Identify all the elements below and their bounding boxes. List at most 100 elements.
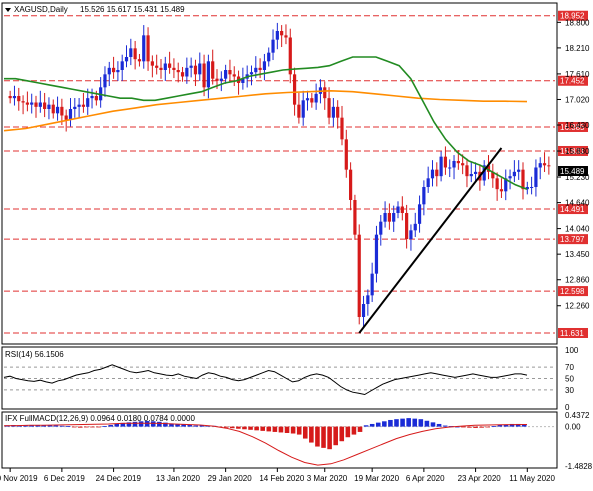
macd-title: IFX FullMACD(12,26,9) 0.0964 0.0180 0.07…: [5, 414, 195, 423]
macd-histogram-bar: [59, 425, 65, 427]
bull-candle: [409, 230, 413, 239]
macd-histogram-bar: [400, 418, 405, 427]
macd-histogram-bar: [108, 425, 113, 427]
bear-candle: [491, 171, 495, 179]
price-y-tick-label: 12.860: [565, 276, 590, 285]
macd-histogram-bar: [150, 421, 156, 427]
bear-candle: [486, 165, 491, 172]
bull-candle: [107, 67, 111, 75]
sma-slow-line: [3, 89, 528, 132]
price-y-tick-label: 13.450: [565, 250, 590, 259]
macd-histogram-bar: [272, 426, 278, 432]
current-price-tag-bg: [558, 166, 588, 176]
price-y-tick-label: 17.610: [565, 70, 590, 79]
x-tick-label: 3 Mar 2020: [307, 474, 348, 483]
bear-candle: [340, 117, 344, 140]
macd-histogram-bar: [102, 426, 107, 427]
x-tick-label: 6 Dec 2019: [44, 474, 85, 483]
macd-histogram-bar: [363, 425, 369, 427]
macd-histogram-bar: [65, 426, 71, 427]
bull-candle: [361, 304, 366, 317]
price-y-tick-label: 12.260: [565, 302, 590, 311]
bear-candle: [228, 70, 232, 75]
macd-histogram-bar: [369, 423, 375, 427]
rsi-y-tick-label: 100: [565, 346, 579, 355]
macd-histogram-bar: [157, 421, 162, 427]
macd-histogram-bar: [290, 426, 296, 434]
macd-y-tick-label: 0.00: [565, 423, 581, 432]
price-panel-frame: [1, 2, 558, 345]
bull-candle: [120, 61, 124, 70]
bear-candle: [456, 161, 460, 164]
bull-candle: [370, 273, 374, 296]
bull-candle: [163, 63, 167, 70]
bull-candle: [55, 106, 60, 114]
macd-panel-frame: [1, 411, 558, 469]
bull-candle: [116, 70, 120, 73]
macd-histogram-bar: [309, 426, 314, 443]
rsi-y-tick-label: 0: [565, 403, 570, 412]
macd-histogram-bar: [175, 423, 180, 427]
bull-candle: [73, 106, 77, 109]
bull-candle: [366, 295, 370, 304]
rsi-title: RSI(14) 56.1506: [5, 350, 64, 359]
macd-histogram-bar: [223, 426, 229, 428]
macd-signal-line: [3, 422, 528, 466]
macd-histogram-bar: [84, 426, 89, 428]
macd-histogram-bar: [181, 424, 186, 427]
level-tag-bg: [558, 145, 588, 156]
bull-candle: [426, 178, 430, 187]
price-y-tick-label: 18.210: [565, 44, 590, 53]
macd-histogram-bar: [473, 426, 478, 428]
level-tag-bg: [558, 286, 588, 297]
symbol-label: XAGUSD,Daily: [14, 5, 68, 14]
rsi-y-tick-label: 70: [565, 363, 574, 372]
macd-histogram-bar: [521, 424, 527, 427]
x-tick-label: 11 May 2020: [509, 474, 555, 483]
macd-histogram-bar: [260, 426, 265, 431]
macd-histogram-bar: [503, 424, 509, 427]
price-y-tick-label: 16.430: [565, 121, 590, 130]
x-tick-label: 23 Apr 2020: [458, 474, 502, 483]
bear-candle: [133, 48, 137, 60]
bull-candle: [396, 206, 400, 213]
bear-candle: [137, 59, 142, 62]
bear-candle: [172, 67, 176, 70]
x-tick-label: 29 Jan 2020: [208, 474, 253, 483]
triangle-down-icon[interactable]: [5, 8, 11, 12]
macd-histogram-bar: [430, 422, 436, 427]
bear-candle: [542, 163, 547, 166]
macd-histogram-bar: [242, 426, 247, 430]
bull-candle: [448, 167, 452, 169]
bull-candle: [267, 52, 271, 62]
level-tag-bg: [558, 204, 588, 215]
macd-histogram-bar: [515, 423, 521, 427]
bear-candle: [292, 74, 297, 105]
price-y-tick-label: 17.020: [565, 95, 590, 104]
bear-candle: [349, 169, 353, 200]
macd-histogram-bar: [333, 426, 338, 446]
bull-candle: [129, 48, 133, 57]
bull-candle: [185, 67, 189, 77]
bear-candle: [280, 31, 284, 36]
x-tick-label: 20 Nov 2019: [0, 474, 38, 483]
bull-candle: [271, 39, 275, 53]
level-tag-bg: [558, 327, 588, 338]
rsi-y-tick-label: 50: [565, 375, 574, 384]
macd-histogram-bar: [169, 423, 174, 427]
bull-candle: [374, 234, 379, 274]
bear-candle: [336, 106, 340, 118]
bear-candle: [176, 70, 180, 73]
macd-histogram-bar: [23, 425, 28, 427]
price-y-tick-label: 15.830: [565, 147, 590, 156]
bear-candle: [180, 72, 185, 77]
macd-histogram-bar: [406, 418, 411, 427]
macd-histogram-bar: [163, 422, 168, 427]
bear-candle: [258, 67, 262, 70]
macd-histogram-bar: [35, 425, 40, 427]
bear-candle: [327, 98, 331, 118]
price-y-tick-label: 15.230: [565, 173, 590, 182]
bear-candle: [323, 87, 327, 99]
level-tag-bg: [558, 10, 588, 21]
macd-histogram-bar: [144, 421, 150, 427]
